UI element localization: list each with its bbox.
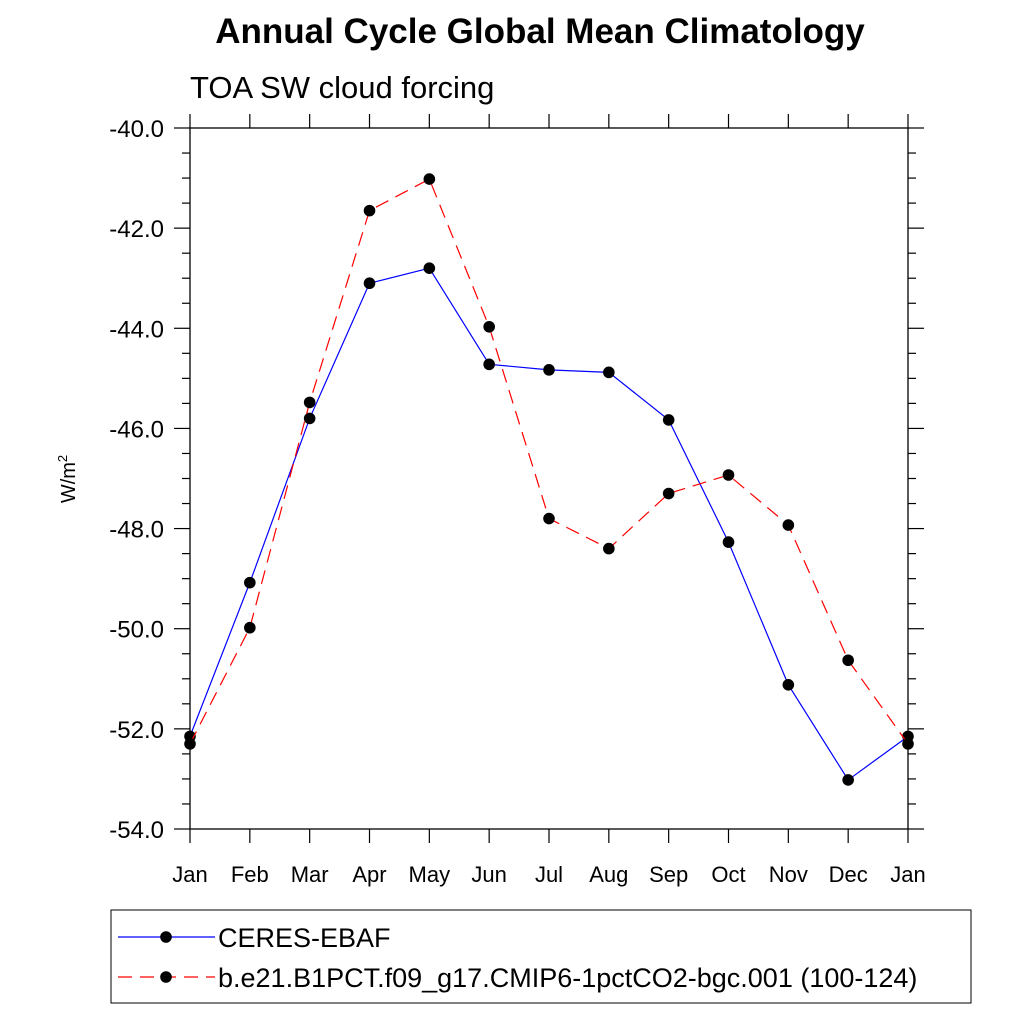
chart-subtitle: TOA SW cloud forcing	[190, 70, 495, 105]
data-point	[662, 414, 675, 426]
plot-frame	[189, 127, 909, 830]
y-tick-label: -52.0	[109, 717, 164, 744]
data-point	[782, 678, 795, 691]
data-point	[543, 364, 555, 376]
data-point	[363, 277, 376, 290]
data-point	[782, 519, 795, 531]
data-point	[483, 320, 495, 333]
data-point	[662, 487, 675, 500]
data-point	[303, 396, 316, 409]
legend-label: CERES-EBAF	[218, 923, 391, 953]
x-tick-label: Nov	[769, 862, 808, 887]
x-tick-label: Jul	[535, 862, 563, 887]
y-tick-label: -50.0	[109, 617, 164, 644]
x-tick-label: Mar	[291, 862, 329, 887]
data-point	[842, 774, 854, 786]
x-tick-label: Jun	[471, 862, 506, 887]
x-tick-label: Dec	[829, 862, 868, 887]
data-point	[902, 738, 914, 750]
y-tick-label: -44.0	[109, 316, 164, 343]
data-point	[303, 412, 316, 425]
data-point	[483, 358, 495, 371]
y-tick-label: -54.0	[109, 817, 164, 844]
x-tick-label: Apr	[352, 862, 386, 887]
data-point	[722, 536, 735, 548]
y-tick-label: -46.0	[109, 416, 164, 443]
series-line-1	[189, 178, 909, 745]
x-tick-label: Oct	[711, 862, 745, 887]
data-point	[184, 738, 196, 750]
x-tick-label: Sep	[649, 862, 688, 887]
y-tick-label: -42.0	[109, 216, 164, 243]
data-point	[603, 366, 615, 379]
data-point	[842, 654, 854, 667]
y-tick-label: -40.0	[109, 116, 164, 143]
data-point	[543, 512, 555, 525]
chart-title: Annual Cycle Global Mean Climatology	[215, 12, 865, 51]
x-tick-label: Jan	[172, 862, 207, 887]
data-point	[423, 173, 436, 185]
data-point	[603, 542, 615, 555]
data-point	[722, 469, 735, 481]
x-tick-label: May	[409, 862, 451, 887]
legend-marker	[160, 931, 172, 943]
data-point	[244, 621, 256, 634]
legend: CERES-EBAF b.e21.B1PCT.f09_g17.CMIP6-1pct…	[110, 909, 972, 1004]
x-tick-label: Aug	[589, 862, 628, 887]
legend-box	[110, 909, 972, 1004]
data-point	[363, 204, 376, 217]
x-tick-label: Jan	[890, 862, 925, 887]
y-axis-label: W/m2	[55, 455, 80, 503]
plot-axes: -40.0 -42.0 -44.0 -46.0 -48.0 -50.0 -52.0 -54.0…	[55, 114, 926, 887]
series-layer	[184, 173, 914, 786]
y-tick-label: -48.0	[109, 517, 164, 544]
x-tick-label: Feb	[231, 862, 269, 887]
legend-label: b.e21.B1PCT.f09_g17.CMIP6-1pctCO2-bgc.00…	[218, 963, 917, 993]
data-point	[423, 262, 436, 275]
legend-marker	[160, 971, 172, 983]
data-point	[244, 576, 256, 589]
